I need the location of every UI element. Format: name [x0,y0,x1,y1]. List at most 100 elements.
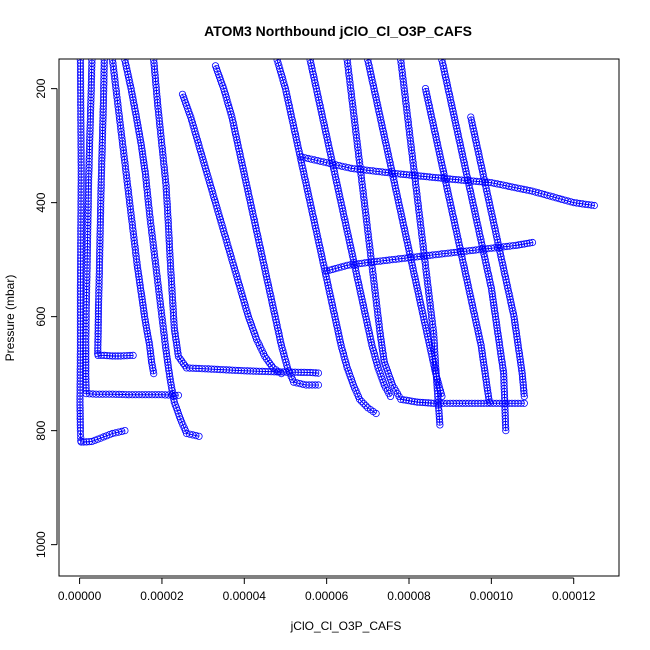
data-point [94,321,102,329]
data-point [426,107,434,116]
data-point [429,122,438,130]
data-point [482,378,490,386]
data-point [488,210,496,218]
data-point [289,119,297,127]
data-point [502,275,510,284]
data-point [479,170,487,178]
data-point [491,227,500,235]
data-point [360,399,368,408]
data-point [504,287,512,295]
data-point [501,270,509,278]
data-point [511,324,520,332]
data-point [505,290,513,298]
data-point [359,301,367,309]
data-series [298,153,598,210]
data-point [347,244,355,252]
data-point [476,233,484,241]
data-point [318,253,326,261]
data-point [432,369,440,378]
data-point [416,295,424,304]
data-point [487,207,495,215]
data-point [336,335,344,343]
data-point [476,338,484,346]
data-point [469,199,477,207]
data-point [452,122,460,130]
data-point [355,260,363,268]
y-axis: 200 400 600 800 1000 [34,78,58,558]
data-point [441,73,450,81]
data-point [431,174,439,182]
data-point [135,130,143,138]
data-point [131,107,139,116]
data-point [258,253,266,261]
data-point [511,318,519,326]
data-point [372,96,381,104]
data-point [146,341,154,349]
data-point [253,227,261,235]
data-point [439,164,447,172]
data-point [343,227,351,235]
data-point [298,162,306,170]
data-point [578,200,587,208]
data-point [241,173,249,181]
data-point [331,312,339,321]
x-tick-label: 0.00006 [305,589,349,603]
data-point [348,250,356,258]
data-point [451,176,460,184]
data-point [445,193,453,201]
data-point [338,204,346,212]
data-point [168,387,176,395]
data-point [139,156,147,164]
data-point [241,176,250,184]
data-point [584,201,593,209]
data-point [313,87,321,96]
data-point [397,170,405,178]
data-point [337,341,345,349]
data-point [517,185,525,193]
data-point [94,312,103,321]
data-point [470,204,478,212]
data-point [244,187,252,195]
data-point [399,221,408,229]
data-point [313,90,322,98]
data-point [336,193,344,201]
data-point [493,233,501,241]
data-point [511,321,519,329]
data-point [502,426,510,435]
data-point [443,184,451,192]
data-point [399,396,408,404]
data-point [467,190,475,198]
data-point [474,224,482,232]
data-point [76,430,85,438]
data-point [146,347,154,355]
data-point [293,139,301,147]
data-point [94,307,103,315]
data-series [364,59,446,400]
data-point [474,327,482,335]
data-point [442,181,451,190]
data-point [106,352,114,360]
data-point [94,324,102,332]
data-point [132,110,140,118]
data-point [239,164,247,172]
data-point [519,378,527,386]
data-point [471,210,479,218]
data-point [444,85,452,93]
data-point [82,358,90,366]
data-point [324,139,332,147]
data-point [433,384,441,392]
data-point [123,65,131,73]
data-point [403,236,411,244]
data-point [256,241,264,249]
data-point [384,150,392,158]
data-point [519,381,527,389]
data-point [445,90,453,98]
data-point [355,395,364,403]
data-point [432,367,440,375]
data-series [306,59,395,400]
data-point [304,190,312,198]
data-point [361,310,369,318]
data-point [493,236,501,244]
data-point [443,175,451,183]
data-point [237,153,245,161]
